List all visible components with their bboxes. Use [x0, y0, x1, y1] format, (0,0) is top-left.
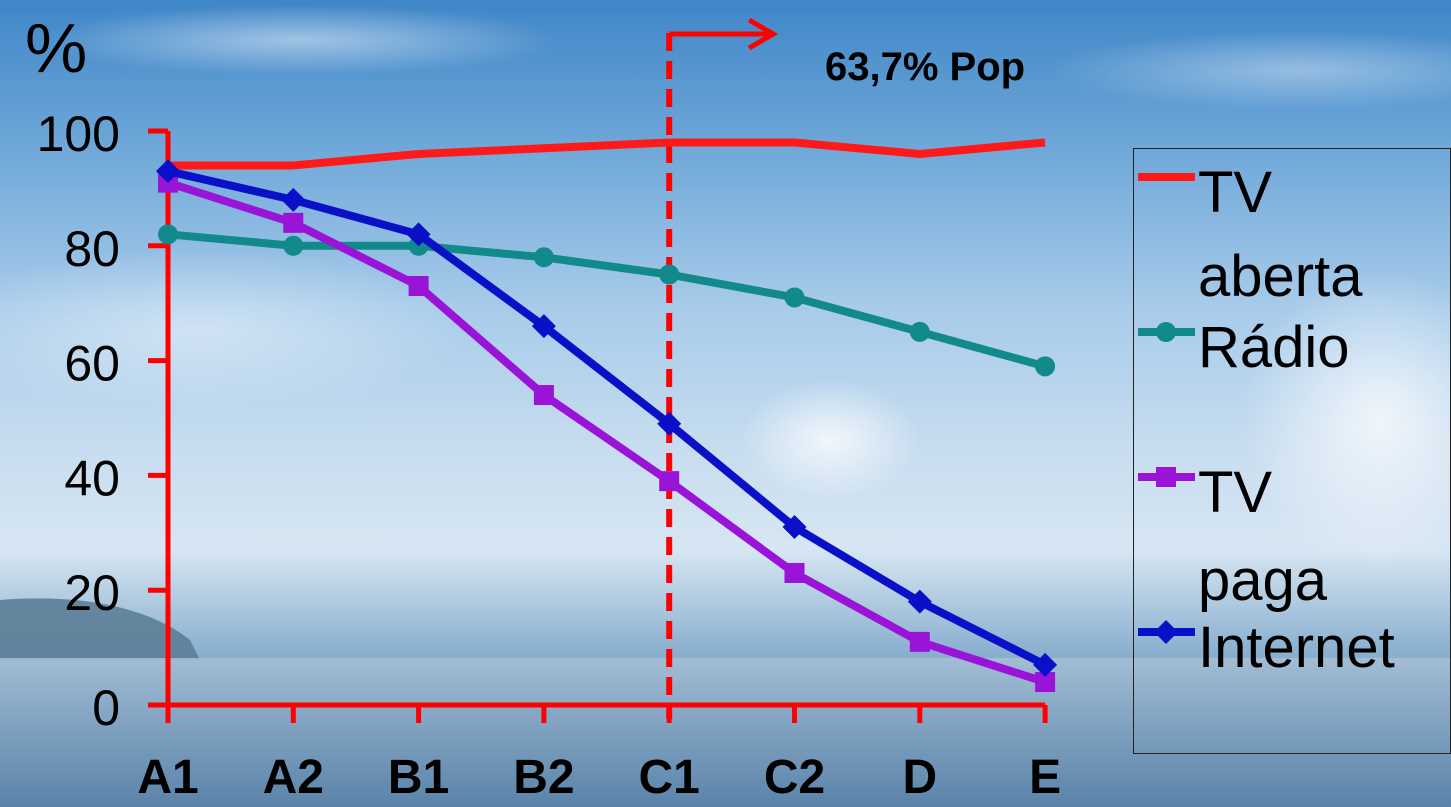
legend-item: Rádio [1138, 315, 1350, 380]
data-point [281, 187, 306, 212]
legend-item: Internet [1138, 615, 1395, 680]
series-internet [156, 159, 1058, 677]
x-tick-label: A1 [137, 751, 198, 804]
series-line [167, 230, 1047, 371]
y-tick-label: 20 [64, 565, 120, 621]
y-tick-label: 100 [37, 106, 120, 162]
population-marker [666, 17, 779, 719]
legend-item: TV aberta [1138, 160, 1363, 309]
series-line [168, 138, 1046, 170]
legend-label-line2: paga [1198, 548, 1328, 613]
data-point [1033, 652, 1058, 677]
x-tick-label: A2 [263, 751, 324, 804]
data-point [156, 159, 180, 184]
data-point [1156, 467, 1176, 487]
x-tick-label: C2 [764, 751, 825, 804]
series-line [167, 167, 1047, 669]
data-point [283, 235, 304, 256]
y-tick-label: 40 [64, 450, 120, 506]
data-point [909, 631, 930, 652]
x-tick-labels: A1 A2 B1 B2 C1 C2 D E [137, 751, 1061, 804]
data-point [1156, 322, 1176, 342]
y-tick-label: 0 [92, 680, 120, 736]
y-tick-label: 80 [64, 221, 120, 277]
data-point [907, 589, 932, 614]
data-point [909, 321, 930, 342]
series-rádio [158, 224, 1056, 377]
legend-label: TV [1198, 160, 1272, 225]
legend-label: Rádio [1198, 315, 1350, 380]
series-tv-paga [158, 172, 1056, 693]
data-point [1035, 672, 1056, 693]
x-tick-label: B1 [388, 751, 449, 804]
data-point [533, 247, 554, 268]
data-point [531, 314, 556, 339]
legend-label: TV [1198, 460, 1272, 525]
data-point [283, 212, 304, 233]
data-point [659, 471, 680, 492]
x-tick-label: B2 [513, 751, 574, 804]
data-point [1154, 620, 1178, 644]
series-tv-aberta [168, 138, 1046, 170]
x-tick-label: D [902, 751, 937, 804]
series-group [156, 138, 1058, 693]
data-point [659, 264, 680, 285]
marker-arrow-head [747, 17, 779, 51]
data-point [533, 385, 554, 406]
data-point [784, 287, 805, 308]
data-point [784, 562, 805, 583]
series-line [166, 178, 1047, 686]
annotation-label: 63,7% Pop [825, 45, 1025, 89]
legend-label: Internet [1198, 615, 1395, 680]
legend-item: TV paga [1138, 460, 1328, 613]
data-point [406, 222, 431, 247]
axes [148, 128, 1048, 723]
y-tick-label: 60 [64, 336, 120, 392]
data-point [408, 275, 429, 296]
y-tick-labels: 100 80 60 40 20 0 [37, 106, 120, 736]
legend-label-line2: aberta [1198, 244, 1363, 309]
data-point [782, 515, 807, 540]
data-point [158, 224, 178, 245]
y-axis-title: % [25, 9, 87, 87]
data-point [1035, 356, 1056, 377]
x-tick-label: E [1029, 751, 1061, 804]
data-point [657, 411, 682, 436]
x-tick-label: C1 [639, 751, 700, 804]
